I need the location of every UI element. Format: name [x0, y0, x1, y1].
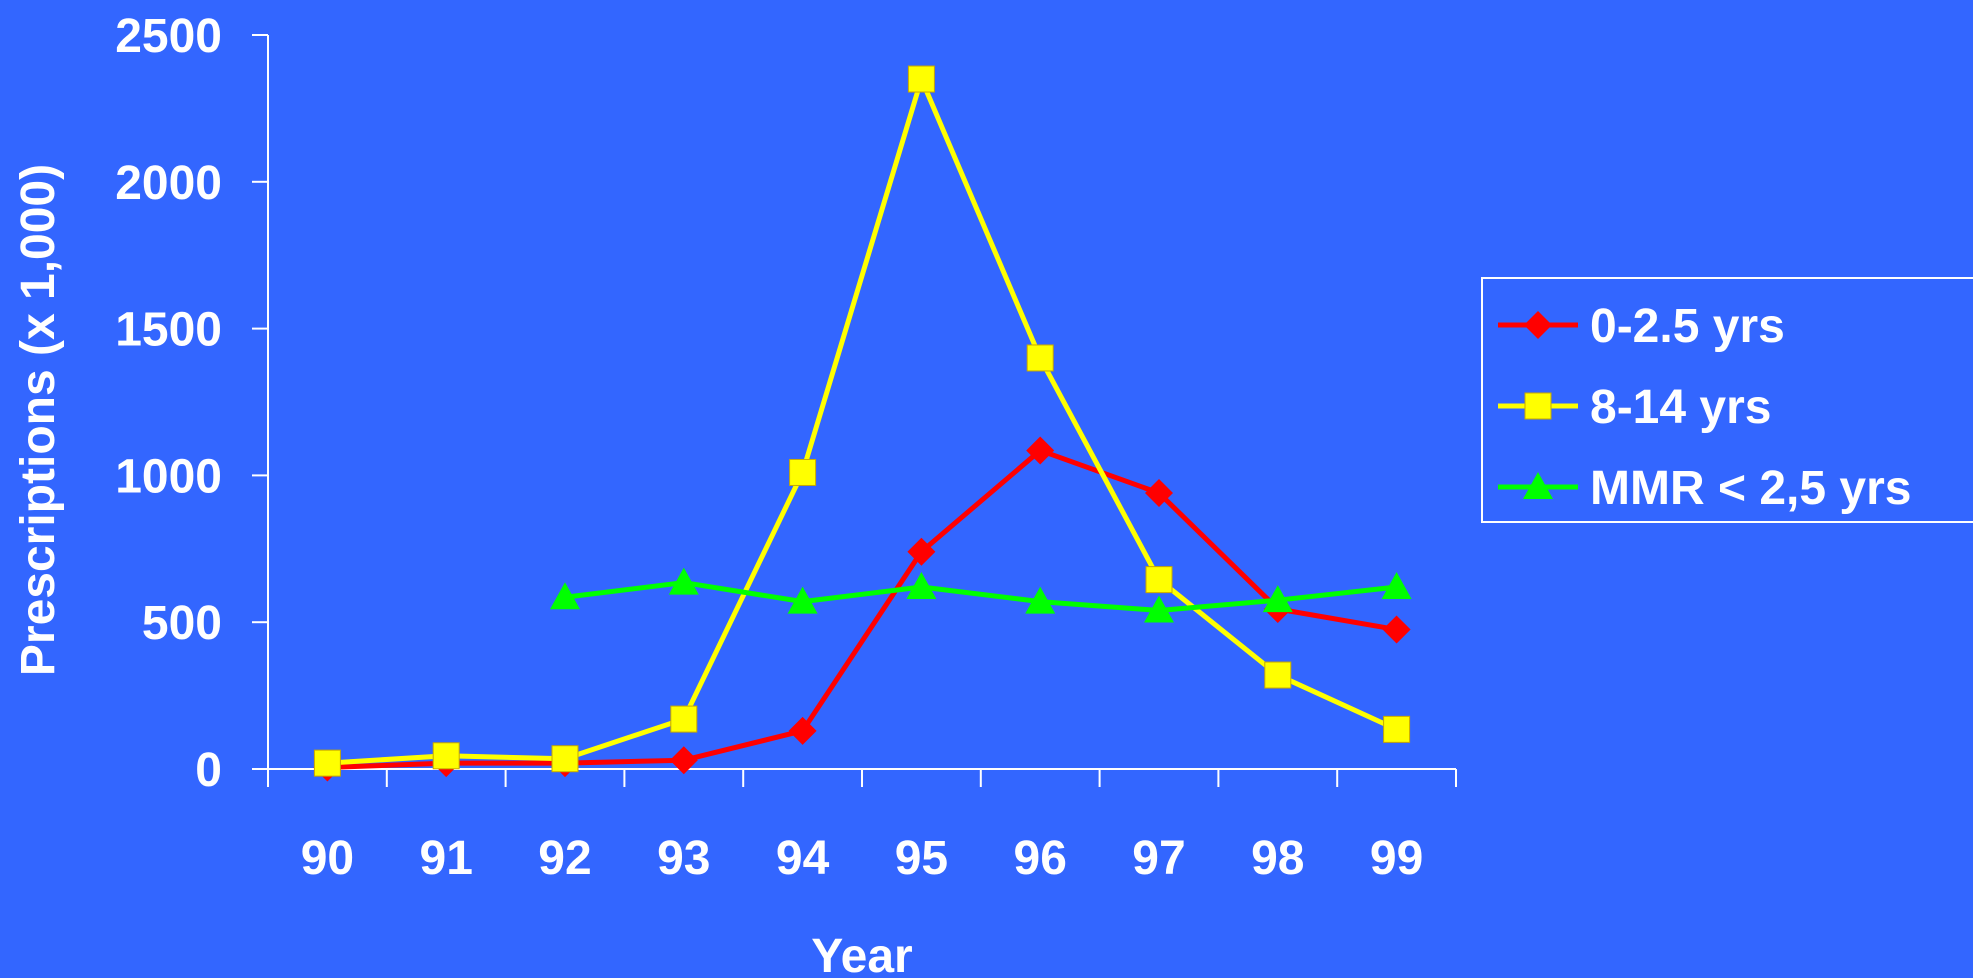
- data-point: [1382, 615, 1411, 644]
- data-point: [787, 586, 818, 614]
- data-point: [1144, 595, 1174, 623]
- data-point: [906, 571, 937, 599]
- x-axis-title: Year: [811, 930, 912, 978]
- data-point: [1025, 586, 1056, 614]
- legend-label: 8-14 yrs: [1590, 381, 1771, 434]
- x-tick-label: 92: [538, 832, 591, 885]
- x-tick-label: 91: [420, 832, 473, 885]
- x-tick-label: 98: [1251, 832, 1304, 885]
- x-tick-label: 93: [657, 832, 710, 885]
- data-point: [670, 705, 698, 733]
- y-tick-label: 500: [142, 597, 222, 650]
- data-point: [1262, 585, 1293, 613]
- data-point: [789, 458, 817, 486]
- data-point: [432, 742, 460, 770]
- data-point: [907, 537, 936, 566]
- y-tick-label: 1000: [115, 450, 222, 503]
- legend-label: 0-2.5 yrs: [1590, 300, 1785, 353]
- data-point: [550, 582, 580, 610]
- data-point: [907, 65, 935, 93]
- x-tick-label: 95: [895, 832, 948, 885]
- legend-box: [1481, 277, 1973, 523]
- y-tick-label: 0: [195, 744, 222, 797]
- data-point: [668, 567, 699, 595]
- data-point: [1145, 479, 1173, 508]
- x-tick-label: 90: [301, 832, 354, 885]
- data-point: [1026, 436, 1055, 465]
- y-tick-label: 2500: [115, 10, 222, 63]
- data-point: [313, 749, 341, 777]
- x-tick-label: 96: [1014, 832, 1067, 885]
- series-0: [313, 436, 1411, 782]
- series-line: [327, 76, 1398, 766]
- data-point: [1026, 344, 1054, 372]
- legend-label: MMR < 2,5 yrs: [1590, 462, 1911, 515]
- data-point: [788, 716, 817, 745]
- y-axis-title: Prescriptions (x 1,000): [12, 164, 65, 676]
- legend-marker: [1523, 472, 1553, 499]
- legend: 0-2.5 yrs 8-14 yrs MMR < 2,5 yrs: [1481, 277, 1973, 523]
- series-line: [327, 447, 1398, 771]
- data-point: [551, 745, 579, 773]
- data-point: [669, 746, 698, 775]
- series-line: [564, 580, 1397, 613]
- data-point: [1264, 661, 1292, 689]
- legend-marker: [1524, 311, 1552, 339]
- legend-marker: [1524, 392, 1552, 420]
- series-1: [313, 65, 1411, 777]
- axes: 0 500 1000 1500 2000 2500 90 91 92 93 94 95 96 97 98 99: [115, 10, 1457, 885]
- data-point: [1383, 715, 1411, 743]
- y-tick-label: 1500: [115, 304, 222, 357]
- x-tick-label: 99: [1370, 832, 1423, 885]
- x-tick-label: 97: [1132, 832, 1185, 885]
- series-2: [550, 567, 1412, 623]
- data-point: [1381, 571, 1412, 599]
- y-tick-label: 2000: [115, 157, 222, 210]
- x-tick-label: 94: [776, 832, 830, 885]
- data-point: [1145, 566, 1173, 594]
- series-group: [313, 65, 1412, 782]
